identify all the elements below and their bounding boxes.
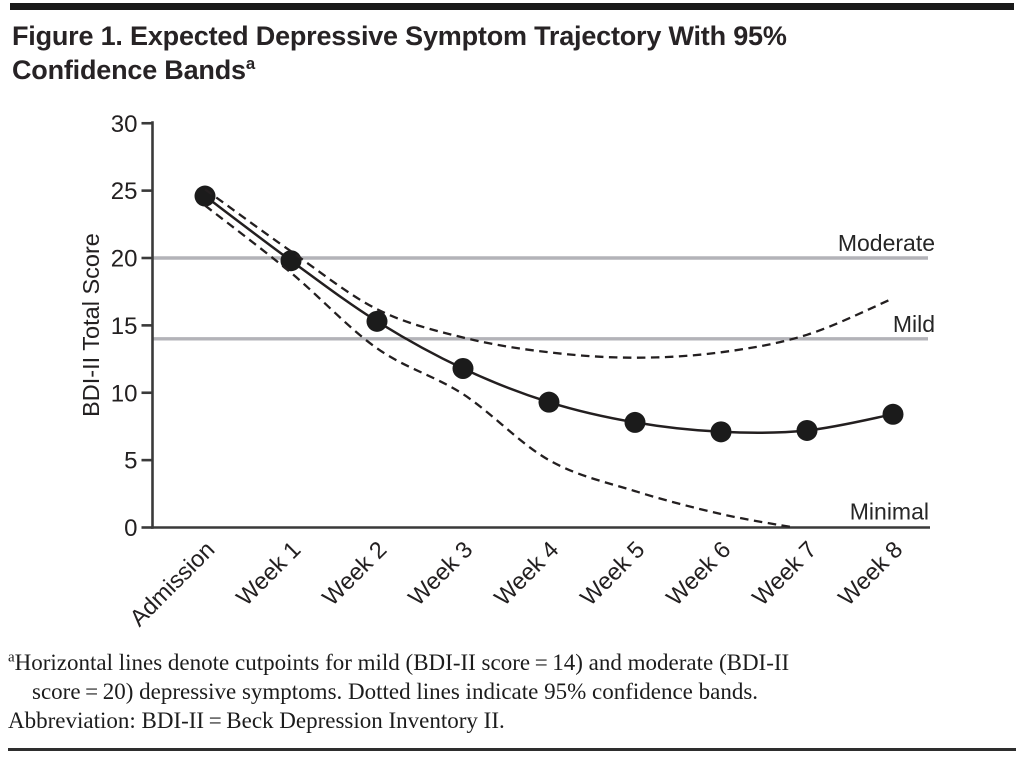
x-tick-label-week-1: Week 1	[231, 536, 305, 610]
data-point-marker	[194, 185, 216, 207]
y-tick-label: 20	[111, 246, 138, 273]
x-tick-label-week-2: Week 2	[317, 536, 391, 610]
y-tick-label: 25	[111, 178, 138, 205]
cutpoint-label-mild: Mild	[893, 311, 935, 337]
x-tick-label-week-8: Week 8	[833, 536, 907, 610]
bottom-rule	[8, 748, 1016, 751]
data-point-marker	[452, 357, 474, 379]
cutpoint-lines: Moderate Mild Minimal	[152, 230, 935, 525]
data-point-marker	[710, 421, 732, 443]
figure-title-text: Figure 1. Expected Depressive Symptom Tr…	[12, 21, 787, 86]
cutpoint-label-moderate: Moderate	[838, 230, 935, 256]
y-tick-label: 0	[124, 515, 137, 542]
region-label-minimal: Minimal	[850, 499, 929, 525]
figure-title: Figure 1. Expected Depressive Symptom Tr…	[12, 19, 922, 87]
figure-title-superscript: a	[245, 54, 255, 74]
series-markers	[194, 185, 904, 443]
x-tick-label-week-5: Week 5	[575, 536, 649, 610]
y-tick-label: 10	[111, 380, 138, 407]
data-point-marker	[624, 411, 646, 433]
series-upper-95-confidence-band	[204, 188, 894, 359]
axes	[151, 121, 930, 529]
data-point-marker	[882, 403, 904, 425]
x-tick-label-week-7: Week 7	[747, 536, 821, 610]
data-point-marker	[366, 310, 388, 332]
footnote-superscript: a	[8, 649, 15, 666]
x-tick-label-week-3: Week 3	[403, 536, 477, 610]
data-point-marker	[796, 419, 818, 441]
y-tick-label: 5	[124, 448, 137, 475]
series-lower-95-confidence-band	[204, 204, 795, 529]
x-tick-label-week-6: Week 6	[661, 536, 735, 610]
footnote-line-3: Abbreviation: BDI-II = Beck Depression I…	[8, 708, 505, 733]
y-tick-label: 15	[111, 313, 138, 340]
y-tick-label: 30	[111, 111, 138, 138]
data-point-marker	[538, 391, 560, 413]
footnote-line-1: aHorizontal lines denote cutpoints for m…	[8, 649, 790, 675]
y-axis-title: BDI-II Total Score	[78, 233, 104, 417]
top-rule	[10, 3, 1014, 10]
x-tick-label-admission: Admission	[124, 536, 219, 631]
y-axis-ticks: 0 5 10 15 20 25 30	[111, 111, 153, 542]
footnote-line-2: score = 20) depressive symptoms. Dotted …	[32, 679, 759, 704]
footnote: aHorizontal lines denote cutpoints for m…	[8, 648, 1008, 735]
x-tick-label-week-4: Week 4	[489, 536, 563, 610]
